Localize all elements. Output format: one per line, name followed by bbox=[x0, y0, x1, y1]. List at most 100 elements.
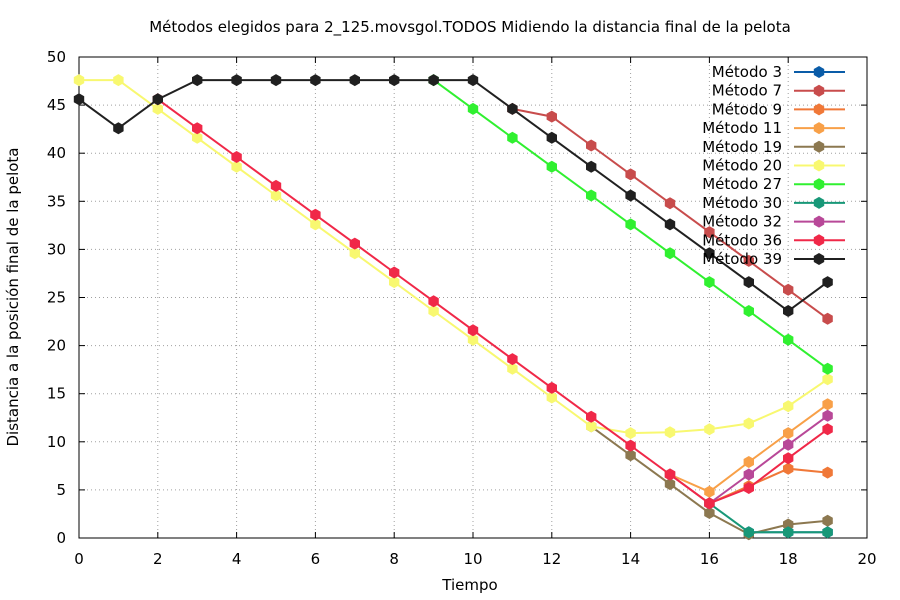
data-point bbox=[546, 160, 557, 173]
data-point bbox=[231, 151, 242, 163]
data-point bbox=[704, 497, 715, 510]
data-point bbox=[586, 410, 597, 423]
data-point bbox=[310, 208, 321, 221]
data-point bbox=[822, 276, 833, 289]
data-point bbox=[467, 74, 479, 87]
series-group bbox=[704, 497, 833, 539]
legend-swatch-marker bbox=[813, 140, 825, 153]
data-point bbox=[783, 452, 794, 465]
legend-label: Método 20 bbox=[702, 157, 782, 175]
data-point bbox=[664, 218, 676, 231]
data-point bbox=[783, 526, 794, 539]
x-tick-label: 10 bbox=[463, 550, 482, 568]
data-point bbox=[783, 283, 794, 296]
data-point bbox=[625, 189, 636, 202]
legend-swatch-marker bbox=[813, 84, 825, 97]
legend-swatch-marker bbox=[813, 234, 825, 247]
data-point bbox=[743, 417, 754, 430]
x-tick-label: 14 bbox=[621, 550, 640, 568]
x-tick-label: 8 bbox=[389, 550, 399, 568]
legend-swatch-marker bbox=[813, 215, 825, 228]
x-axis-label: Tiempo bbox=[441, 576, 497, 594]
y-axis: 0 5 10 15 20 25 30 35 40 45 50 bbox=[47, 48, 867, 547]
data-point bbox=[546, 391, 557, 404]
data-point bbox=[349, 74, 360, 87]
data-point bbox=[389, 74, 400, 87]
data-point bbox=[822, 312, 833, 325]
data-point bbox=[546, 381, 557, 394]
y-tick-label: 10 bbox=[47, 433, 66, 451]
data-point bbox=[310, 74, 321, 87]
data-point bbox=[113, 122, 124, 135]
series-line bbox=[79, 79, 829, 435]
legend-swatch-marker bbox=[813, 178, 825, 191]
data-point bbox=[152, 93, 163, 106]
data-point bbox=[783, 333, 794, 346]
data-point bbox=[586, 189, 597, 202]
data-point bbox=[704, 247, 715, 260]
data-point bbox=[743, 526, 754, 539]
data-point bbox=[389, 276, 400, 289]
legend-label: Método 9 bbox=[712, 100, 782, 118]
data-point bbox=[783, 462, 794, 475]
data-point bbox=[546, 131, 557, 144]
data-point bbox=[625, 427, 636, 440]
data-point bbox=[349, 247, 360, 260]
x-tick-label: 12 bbox=[542, 550, 561, 568]
legend-label: Método 39 bbox=[702, 250, 782, 268]
legend-swatch-marker bbox=[813, 103, 825, 116]
y-tick-label: 5 bbox=[56, 481, 66, 499]
y-tick-label: 20 bbox=[47, 337, 66, 355]
data-point bbox=[783, 400, 794, 413]
data-point bbox=[704, 507, 715, 519]
data-point bbox=[507, 362, 518, 375]
data-point bbox=[428, 74, 439, 87]
data-point bbox=[783, 518, 794, 531]
data-point bbox=[507, 102, 518, 115]
data-point bbox=[428, 305, 439, 317]
legend-swatch-marker bbox=[813, 122, 825, 135]
x-tick-label: 4 bbox=[232, 550, 242, 568]
x-tick-label: 16 bbox=[700, 550, 719, 568]
data-point bbox=[664, 247, 676, 260]
data-point bbox=[467, 333, 479, 346]
series-group bbox=[428, 74, 833, 375]
series bbox=[73, 74, 833, 541]
x-tick-label: 2 bbox=[153, 550, 163, 568]
data-point bbox=[704, 276, 715, 289]
data-point bbox=[822, 409, 833, 422]
data-point bbox=[664, 468, 676, 481]
legend-label: Método 19 bbox=[702, 138, 782, 156]
data-point bbox=[73, 93, 85, 106]
data-point bbox=[113, 74, 124, 87]
data-point bbox=[664, 197, 676, 210]
data-point bbox=[73, 74, 85, 87]
y-tick-label: 30 bbox=[47, 240, 66, 258]
data-point bbox=[586, 139, 597, 152]
data-point bbox=[822, 514, 833, 527]
y-tick-label: 50 bbox=[47, 48, 66, 66]
y-tick-label: 0 bbox=[56, 529, 66, 547]
data-point bbox=[192, 122, 203, 135]
legend-label: Método 11 bbox=[702, 119, 782, 137]
data-point bbox=[310, 218, 321, 231]
data-point bbox=[704, 423, 715, 436]
data-point bbox=[428, 295, 439, 308]
series-group bbox=[73, 74, 833, 317]
series-line bbox=[78, 79, 829, 313]
legend-label: Método 27 bbox=[702, 175, 782, 193]
data-point bbox=[625, 449, 636, 462]
legend-swatch-marker bbox=[813, 196, 825, 209]
data-point bbox=[231, 160, 242, 173]
y-tick-label: 15 bbox=[47, 385, 66, 403]
series-line bbox=[157, 98, 829, 505]
y-tick-label: 40 bbox=[47, 144, 66, 162]
legend-label: Método 7 bbox=[712, 82, 782, 100]
data-point bbox=[546, 110, 557, 123]
data-point bbox=[704, 226, 715, 239]
data-point bbox=[743, 305, 754, 317]
data-point bbox=[743, 482, 754, 494]
data-point bbox=[743, 276, 754, 289]
